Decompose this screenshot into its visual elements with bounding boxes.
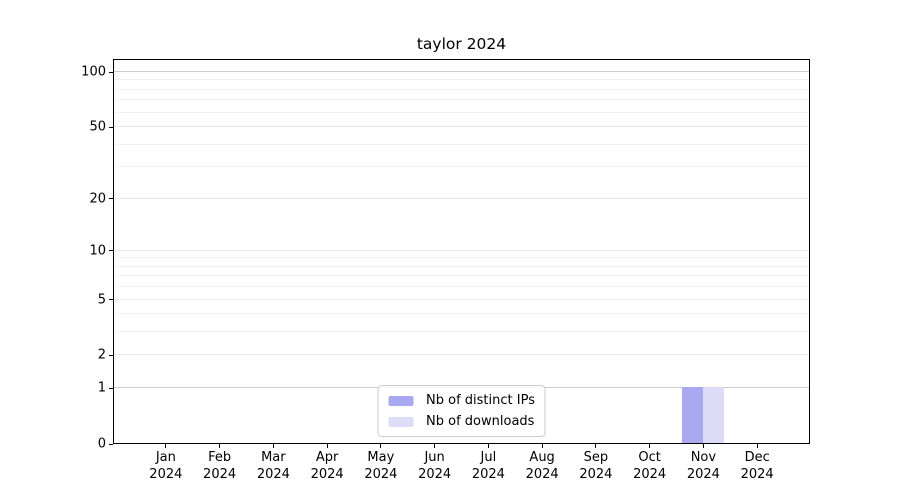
y-axis-labels: 0 1 2 5 10 20 50 100 [0, 60, 106, 451]
legend-item-nb-of-distinct-ips: Nb of distinct IPs [388, 393, 535, 408]
gridline-minor-90 [114, 79, 809, 81]
x-tickmark-jul-2024 [487, 444, 489, 448]
gridline-minor-7 [114, 275, 809, 277]
gridline-major-5 [114, 298, 809, 300]
y-tickmark-2 [109, 354, 113, 357]
gridline-major-50 [114, 126, 809, 128]
x-tickmark-feb-2024 [219, 444, 221, 448]
y-tick-label-20: 20 [89, 191, 106, 207]
x-tick-label-may-2024: May 2024 [364, 450, 398, 482]
x-tick-label-apr-2024: Apr 2024 [310, 450, 344, 482]
x-tickmark-apr-2024 [326, 444, 328, 448]
y-tick-label-0: 0 [97, 436, 106, 452]
y-tickmark-0 [109, 443, 113, 445]
x-tick-label-aug-2024: Aug 2024 [525, 450, 559, 482]
gridline-minor-6 [114, 286, 809, 288]
legend-swatch-nb-of-distinct-ips [388, 395, 414, 406]
x-tickmark-may-2024 [380, 444, 382, 448]
plot-area: Nb of distinct IPs Nb of downloads [113, 59, 810, 444]
gridline-minor-40 [114, 143, 809, 145]
x-tick-label-dec-2024: Dec 2024 [740, 450, 774, 482]
legend: Nb of distinct IPs Nb of downloads [377, 385, 546, 437]
gridline-minor-4 [114, 313, 809, 315]
x-tick-label-nov-2024: Nov 2024 [686, 450, 720, 482]
y-tick-label-10: 10 [89, 243, 106, 259]
x-tickmark-jan-2024 [165, 444, 167, 448]
x-axis-labels: Jan 2024 Feb 2024 Mar 2024 Apr 2024 May 2024 Jun 20… [114, 450, 810, 490]
y-tickmark-50 [109, 126, 113, 128]
x-tickmark-aug-2024 [541, 444, 543, 448]
x-tick-label-feb-2024: Feb 2024 [203, 450, 237, 482]
bars-layer [114, 60, 809, 443]
legend-swatch-nb-of-downloads [388, 416, 414, 427]
gridline-major-10 [114, 249, 809, 251]
gridline-minor-80 [114, 88, 809, 90]
y-tickmark-10 [109, 250, 113, 252]
y-tick-label-100: 100 [81, 64, 106, 80]
gridline-minor-8 [114, 265, 809, 267]
x-tickmark-nov-2024 [702, 444, 704, 448]
x-tick-label-oct-2024: Oct 2024 [633, 450, 667, 482]
legend-label-nb-of-distinct-ips: Nb of distinct IPs [426, 393, 535, 408]
x-tick-label-jun-2024: Jun 2024 [418, 450, 452, 482]
x-tick-label-jan-2024: Jan 2024 [149, 450, 183, 482]
y-tickmark-5 [109, 299, 113, 301]
x-tickmark-dec-2024 [756, 444, 758, 448]
x-axis-tickmarks [114, 444, 810, 449]
x-tickmark-oct-2024 [649, 444, 651, 448]
x-tick-label-sep-2024: Sep 2024 [579, 450, 613, 482]
y-tick-label-2: 2 [97, 347, 106, 363]
gridline-minor-60 [114, 111, 809, 113]
legend-label-nb-of-downloads: Nb of downloads [426, 414, 535, 429]
gridline-major-100 [114, 71, 809, 72]
x-tickmark-jun-2024 [434, 444, 436, 448]
gridline-minor-30 [114, 166, 809, 168]
y-tickmark-1 [109, 387, 113, 389]
x-tick-label-mar-2024: Mar 2024 [256, 450, 290, 482]
y-tickmark-20 [109, 198, 113, 200]
bar-nb-of-distinct-ips-nov-2024 [682, 387, 704, 443]
y-tick-label-50: 50 [89, 119, 106, 135]
y-axis-tickmarks [109, 60, 113, 445]
x-tickmark-sep-2024 [595, 444, 597, 448]
gridline-minor-70 [114, 99, 809, 101]
y-tick-label-1: 1 [97, 380, 106, 396]
legend-item-nb-of-downloads: Nb of downloads [388, 414, 535, 429]
gridline-major-20 [114, 197, 809, 199]
gridline-minor-3 [114, 331, 809, 333]
chart-title: taylor 2024 [416, 35, 507, 53]
x-tick-label-jul-2024: Jul 2024 [471, 450, 505, 482]
gridline-minor-9 [114, 257, 809, 259]
y-tick-label-5: 5 [97, 292, 106, 308]
gridline-major-2 [114, 354, 809, 356]
x-tickmark-mar-2024 [272, 444, 274, 448]
y-tickmark-100 [109, 71, 113, 73]
bar-nb-of-downloads-nov-2024 [703, 387, 725, 443]
